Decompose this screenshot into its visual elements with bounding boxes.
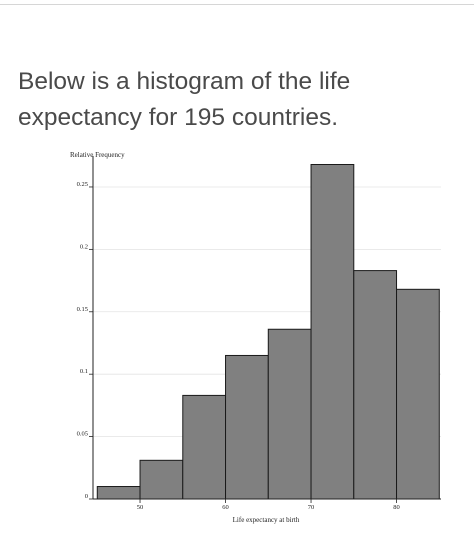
histogram-bar bbox=[396, 288, 440, 500]
x-tick-label: 70 bbox=[308, 504, 315, 511]
question-text: Below is a histogram of the life expecta… bbox=[18, 64, 458, 136]
x-axis-label: Life expectancy at birth bbox=[233, 516, 300, 524]
histogram-chart: 0 0.05 0.1 0.15 0.2 0.25 50 60 70 80 Relative Freq… bbox=[70, 151, 441, 524]
x-tick-label: 60 bbox=[222, 504, 229, 511]
histogram-bar bbox=[139, 459, 184, 500]
y-tick-label: 0.2 bbox=[80, 243, 88, 250]
top-divider bbox=[0, 4, 474, 5]
y-tick-label: 0.25 bbox=[77, 181, 88, 188]
histogram-bar bbox=[267, 328, 312, 500]
question-line-1: Below is a histogram of the life bbox=[18, 68, 351, 95]
histogram-bar bbox=[182, 394, 227, 500]
y-tick-label: 0.1 bbox=[80, 368, 88, 375]
x-tick-label: 50 bbox=[137, 504, 144, 511]
y-tick-label: 0 bbox=[85, 493, 88, 500]
histogram-bar bbox=[310, 163, 355, 500]
x-tick-label: 80 bbox=[393, 504, 400, 511]
y-tick-label: 0.05 bbox=[77, 431, 88, 438]
histogram-bar bbox=[353, 270, 398, 500]
question-line-2: expectancy for 195 countries. bbox=[18, 104, 339, 131]
histogram-bar bbox=[225, 354, 269, 500]
y-axis-label: Relative Frequency bbox=[70, 151, 125, 159]
y-tick-label: 0.15 bbox=[77, 306, 88, 313]
histogram-bar bbox=[96, 486, 141, 500]
